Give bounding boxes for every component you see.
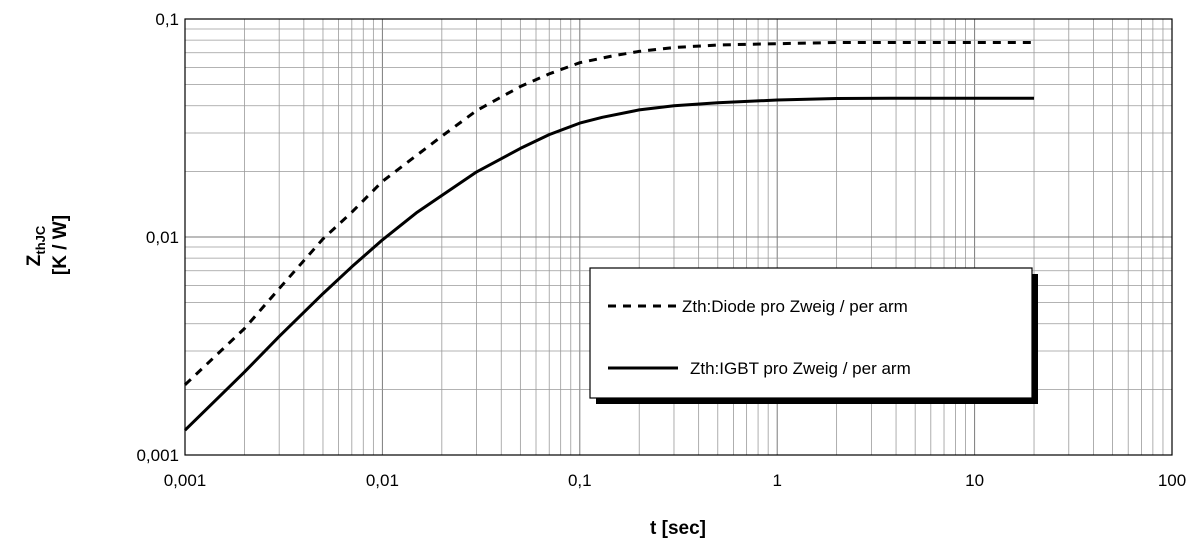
svg-text:ZthJC: ZthJC <box>24 225 48 266</box>
x-tick-label: 1 <box>772 471 781 490</box>
y-axis-title: ZthJC [K / W] <box>24 215 71 275</box>
series-layer <box>183 41 1034 432</box>
legend: Zth:Diode pro Zweig / per arm Zth:IGBT p… <box>589 267 1038 404</box>
plot-frame <box>184 18 1173 456</box>
x-axis-title: t [sec] <box>650 518 706 539</box>
series-line-igbt <box>183 96 1034 432</box>
y-tick-label: 0,001 <box>136 446 179 465</box>
legend-label-igbt: Zth:IGBT pro Zweig / per arm <box>690 359 911 378</box>
x-tick-label: 0,001 <box>164 471 207 490</box>
y-tick-label: 0,01 <box>146 228 179 247</box>
x-tick-label: 0,1 <box>568 471 592 490</box>
y-axis-title-main: Z <box>24 254 45 266</box>
legend-box <box>589 267 1033 399</box>
y-tick-labels: 0,001 0,01 0,1 <box>136 10 179 465</box>
y-axis-title-unit: [K / W] <box>50 215 71 275</box>
y-tick-label: 0,1 <box>155 10 179 29</box>
x-tick-label: 10 <box>965 471 984 490</box>
x-tick-labels: 0,001 0,01 0,1 1 10 100 <box>164 471 1186 490</box>
x-tick-label: 100 <box>1158 471 1186 490</box>
series-line-diode <box>183 41 1034 386</box>
y-axis-title-sub: thJC <box>33 225 48 255</box>
x-tick-label: 0,01 <box>366 471 399 490</box>
legend-label-diode: Zth:Diode pro Zweig / per arm <box>682 297 908 316</box>
